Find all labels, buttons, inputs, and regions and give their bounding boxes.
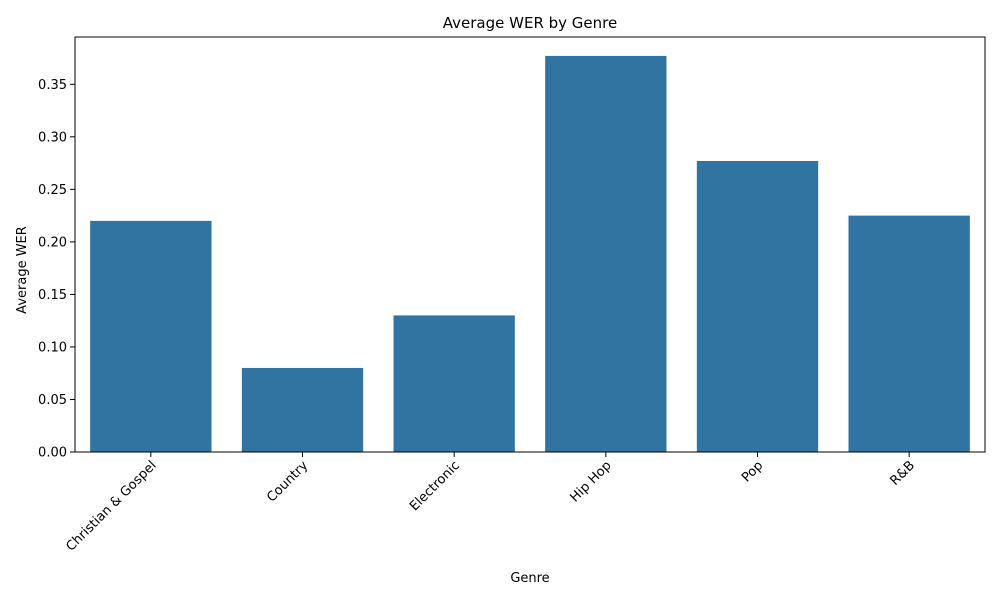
y-tick-label: 0.00 — [38, 446, 67, 461]
x-axis-ticks: Christian & Gospel Country Electronic Hip H… — [63, 452, 918, 554]
y-tick-label: 0.15 — [38, 288, 67, 303]
plot-frame — [74, 36, 986, 453]
x-tick-label: Christian & Gospel — [63, 458, 159, 554]
chart-title: Average WER by Genre — [443, 14, 617, 32]
y-tick-label: 0.20 — [38, 235, 67, 250]
x-tick-label: Electronic — [407, 458, 463, 514]
y-tick-label: 0.10 — [38, 340, 67, 355]
bar — [393, 315, 515, 452]
y-tick-label: 0.35 — [38, 78, 67, 93]
x-tick-label: R&B — [888, 458, 918, 488]
x-tick-label: Country — [264, 458, 311, 505]
x-tick-label: Hip Hop — [567, 458, 614, 505]
bars-group — [90, 55, 970, 452]
bar — [90, 220, 212, 452]
bar — [696, 160, 819, 452]
y-axis-label: Average WER — [15, 226, 30, 314]
plot-spines — [74, 36, 986, 453]
x-tick-label: Pop — [739, 458, 766, 485]
y-tick-label: 0.05 — [38, 393, 67, 408]
bar — [545, 55, 667, 452]
y-axis-ticks: 0.00 0.05 0.10 0.15 0.20 0.25 0.30 0.35 — [38, 78, 75, 461]
y-tick-label: 0.30 — [38, 130, 67, 145]
y-tick-label: 0.25 — [38, 183, 67, 198]
bar — [241, 367, 364, 452]
x-axis-label: Genre — [510, 571, 549, 586]
bar — [848, 215, 970, 452]
